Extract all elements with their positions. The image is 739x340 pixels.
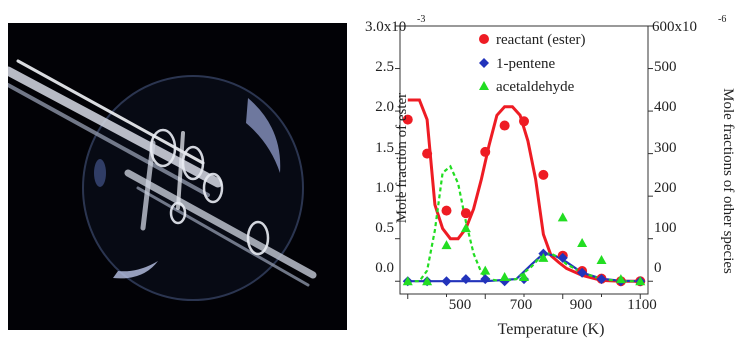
data-point-reactant-ester bbox=[441, 205, 452, 216]
data-point-acetaldehyde bbox=[557, 212, 568, 222]
data-point-acetaldehyde bbox=[635, 276, 646, 286]
data-point-reactant-ester bbox=[480, 146, 491, 157]
data-point-acetaldehyde bbox=[577, 237, 588, 247]
data-point-reactant-ester bbox=[460, 208, 471, 219]
data-point-acetaldehyde bbox=[441, 240, 452, 250]
data-point-acetaldehyde bbox=[596, 254, 607, 264]
data-point-acetaldehyde bbox=[460, 223, 471, 233]
data-point-reactant-ester bbox=[402, 114, 413, 125]
legend-label-acetaldehyde: acetaldehyde bbox=[496, 79, 575, 95]
model-curve-reactant-ester bbox=[407, 98, 641, 283]
data-point-reactant-ester bbox=[538, 169, 549, 180]
y-left-tick-label: 1.5 bbox=[375, 140, 394, 156]
reactor-photo bbox=[8, 23, 347, 330]
y-left-tick-label: 0.5 bbox=[375, 220, 394, 236]
data-point-acetaldehyde bbox=[538, 252, 549, 262]
sphere-highlight bbox=[246, 98, 281, 173]
x-tick-label: 900 bbox=[570, 297, 593, 313]
data-point-reactant-ester bbox=[422, 148, 433, 159]
model-curve-acetaldehyde bbox=[407, 164, 641, 283]
data-point-acetaldehyde bbox=[499, 271, 510, 281]
legend-marker-ester bbox=[479, 34, 489, 44]
x-axis-label: Temperature (K) bbox=[498, 321, 605, 338]
data-point-1-pentene bbox=[480, 274, 491, 285]
data-point-reactant-ester bbox=[519, 116, 529, 127]
data-point-1-pentene bbox=[557, 252, 568, 263]
legend: reactant (ester) 1-pentene acetaldehyde bbox=[479, 32, 586, 95]
tube-rings bbox=[149, 128, 270, 256]
temperature-chart: 0.0 0.5 1.0 1.5 2.0 2.5 3.0x10 -3 0 100 … bbox=[365, 14, 736, 338]
y-right-tick-label: 200 bbox=[654, 180, 677, 196]
data-point-acetaldehyde bbox=[480, 265, 491, 275]
data-point-acetaldehyde bbox=[615, 274, 626, 284]
y-left-tick-label: 2.0 bbox=[375, 99, 394, 115]
y-left-exponent: -3 bbox=[417, 14, 425, 25]
y-right-tick-label: 300 bbox=[654, 140, 677, 156]
y-left-tick-label: 2.5 bbox=[375, 59, 394, 75]
y-right-tick-label: 500 bbox=[654, 59, 677, 75]
y-right-tick-label: 0 bbox=[654, 260, 662, 276]
data-points bbox=[402, 114, 646, 287]
data-point-reactant-ester bbox=[499, 120, 510, 131]
data-point-1-pentene bbox=[596, 274, 607, 285]
legend-marker-pentene bbox=[479, 58, 489, 68]
sphere-reflection bbox=[113, 261, 158, 279]
y-right-top-label: 600x10 bbox=[652, 19, 697, 35]
y-left-axis-label: Mole fraction of ester bbox=[394, 93, 410, 223]
y-right-axis-label: Mole fractions of other species bbox=[720, 88, 736, 274]
y-left-top-label: 3.0x10 bbox=[365, 19, 406, 35]
x-tick-label: 1100 bbox=[627, 297, 656, 313]
y-left-tick-label: 0.0 bbox=[375, 260, 394, 276]
model-curves bbox=[407, 98, 641, 283]
sphere-glint bbox=[94, 159, 106, 187]
x-tick-label: 700 bbox=[510, 297, 533, 313]
legend-label-pentene: 1-pentene bbox=[496, 56, 555, 72]
y-right-tick-label: 100 bbox=[654, 220, 677, 236]
data-point-1-pentene bbox=[577, 267, 588, 278]
x-tick-label: 500 bbox=[449, 297, 472, 313]
data-point-1-pentene bbox=[441, 276, 452, 287]
data-point-1-pentene bbox=[460, 274, 471, 285]
legend-marker-acetaldehyde bbox=[479, 81, 489, 90]
data-point-acetaldehyde bbox=[422, 276, 433, 286]
y-right-tick-label: 400 bbox=[654, 99, 677, 115]
y-right-exponent: -6 bbox=[718, 14, 726, 25]
data-point-acetaldehyde bbox=[519, 271, 529, 281]
legend-label-ester: reactant (ester) bbox=[496, 32, 586, 48]
data-point-acetaldehyde bbox=[402, 276, 413, 286]
y-left-tick-label: 1.0 bbox=[375, 180, 394, 196]
